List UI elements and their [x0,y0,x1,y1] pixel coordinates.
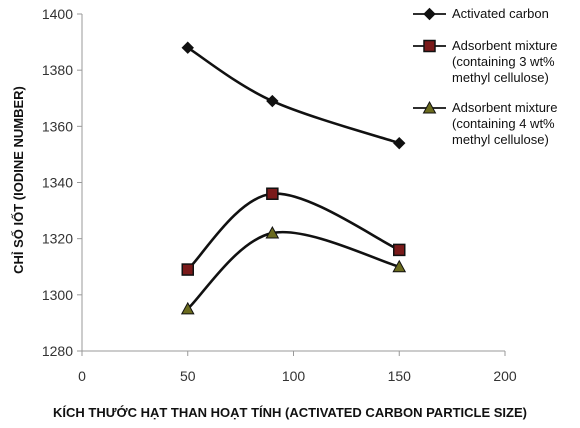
series-1-point-1 [181,41,194,54]
series-1-point-2 [266,94,279,108]
series-3-point-3 [392,259,407,273]
legend-item-3: Adsorbent mixture (containing 4 wt% methyl… [413,100,558,147]
y-tick-label: 1320 [42,231,73,247]
legend-label-line: methyl cellulose) [452,132,549,147]
x-tick-label: 0 [78,368,86,384]
axes [81,14,505,352]
legend-label-line: methyl cellulose) [452,70,549,85]
series-layer [180,41,407,315]
x-tick-label: 150 [388,368,412,384]
legend-item-2: Adsorbent mixture (containing 3 wt% methyl… [413,38,558,85]
series-2-point-3 [393,243,406,257]
series-2 [181,187,406,276]
y-tick-label: 1380 [42,62,73,78]
series-1-line [187,46,400,145]
y-axis-ticks: 1280 1300 1320 1340 1360 1380 1400 [42,6,82,359]
series-3-point-2 [265,226,280,239]
series-2-point-2 [266,187,279,200]
y-axis-title: CHỈ SỐ IỐT (IODINE NUMBER) [11,86,26,274]
legend-swatch-marker [422,100,437,114]
x-axis-ticks: 0 50 100 150 200 [78,351,517,384]
series-2-point-1 [181,263,194,276]
legend-label-line: Adsorbent mixture [452,100,558,115]
y-tick-label: 1300 [42,287,73,303]
legend-swatch-marker [423,39,436,53]
x-tick-label: 100 [282,368,306,384]
legend-label-line: Activated carbon [452,6,549,21]
x-tick-label: 200 [493,368,517,384]
x-axis-title: KÍCH THƯỚC HẠT THAN HOẠT TÍNH (ACTIVATED… [53,405,527,420]
legend-label-line: (containing 4 wt% [452,116,555,131]
y-tick-label: 1340 [42,175,73,191]
legend-label-line: Adsorbent mixture [452,38,558,53]
series-1 [181,41,406,150]
series-3-line [186,230,400,310]
legend-label: Adsorbent mixture (containing 3 wt% methyl… [452,38,558,85]
legend-label: Activated carbon [452,6,549,21]
series-3 [180,226,407,315]
legend-label: Adsorbent mixture (containing 4 wt% methyl… [452,100,558,147]
legend-swatch-marker [423,7,436,21]
y-tick-label: 1280 [42,343,73,359]
x-tick-label: 50 [180,368,196,384]
legend-item-1: Activated carbon [413,6,549,21]
series-1-point-3 [393,136,406,150]
series-3-point-1 [180,301,195,315]
y-tick-label: 1400 [42,6,73,22]
y-tick-label: 1360 [42,118,73,134]
legend-label-line: (containing 3 wt% [452,54,555,69]
